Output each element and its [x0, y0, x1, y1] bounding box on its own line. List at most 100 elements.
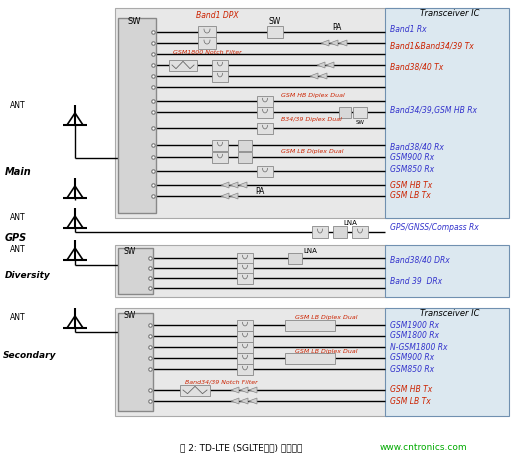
Polygon shape	[231, 398, 239, 404]
Bar	[118, 18, 156, 213]
Bar	[267, 26, 283, 38]
Text: GSM1800 Notch Filter: GSM1800 Notch Filter	[173, 50, 242, 55]
Bar	[385, 8, 509, 218]
Bar	[352, 226, 368, 238]
Bar	[212, 71, 228, 82]
Text: GSM1900 Rx: GSM1900 Rx	[390, 320, 439, 330]
Bar	[212, 151, 228, 163]
Bar	[238, 151, 252, 163]
Polygon shape	[339, 40, 347, 46]
Polygon shape	[319, 73, 327, 79]
Polygon shape	[249, 398, 257, 404]
Bar	[212, 140, 228, 150]
Text: GSM HB Diplex Dual: GSM HB Diplex Dual	[281, 93, 345, 99]
Text: GSM LB Diplex Dual: GSM LB Diplex Dual	[281, 149, 344, 155]
Polygon shape	[326, 62, 334, 68]
Text: Band1 Rx: Band1 Rx	[390, 26, 426, 35]
Bar	[115, 308, 387, 416]
Bar	[312, 226, 328, 238]
Polygon shape	[221, 193, 229, 199]
Text: GSM1800 Rx: GSM1800 Rx	[390, 332, 439, 340]
Text: Transceiver IC: Transceiver IC	[420, 310, 480, 318]
Text: SW: SW	[355, 120, 365, 125]
Text: Diversity: Diversity	[5, 270, 51, 280]
Polygon shape	[240, 387, 248, 393]
Text: N-GSM1800 Rx: N-GSM1800 Rx	[390, 342, 447, 352]
Polygon shape	[239, 182, 247, 188]
Polygon shape	[240, 398, 248, 404]
Text: Secondary: Secondary	[3, 351, 56, 360]
Text: Band1&Band34/39 Tx: Band1&Band34/39 Tx	[390, 42, 474, 50]
Text: GSM850 Rx: GSM850 Rx	[390, 164, 434, 174]
Text: GSM LB Diplex Dual: GSM LB Diplex Dual	[295, 349, 357, 354]
Text: ANT: ANT	[10, 100, 26, 109]
Bar	[237, 273, 253, 283]
Polygon shape	[321, 40, 329, 46]
Bar	[237, 363, 253, 375]
Bar	[237, 319, 253, 331]
Bar	[237, 253, 253, 263]
Text: GSM LB Tx: GSM LB Tx	[390, 191, 431, 200]
Bar	[237, 331, 253, 341]
Text: B34/39 Diplex Dual: B34/39 Diplex Dual	[281, 118, 342, 122]
Bar	[237, 341, 253, 353]
Text: Main: Main	[5, 167, 32, 177]
Text: PA: PA	[332, 22, 342, 31]
Text: www.cntronics.com: www.cntronics.com	[380, 444, 467, 453]
Text: Band34/39 Notch Filter: Band34/39 Notch Filter	[185, 380, 258, 384]
Bar	[118, 248, 153, 294]
Bar	[285, 319, 335, 331]
Bar	[257, 106, 273, 118]
Bar	[238, 140, 252, 150]
Polygon shape	[230, 182, 238, 188]
Bar	[237, 353, 253, 363]
Text: GSM900 Rx: GSM900 Rx	[390, 354, 434, 362]
Text: Transceiver IC: Transceiver IC	[420, 9, 480, 19]
Bar	[285, 353, 335, 363]
Bar	[180, 384, 210, 396]
Text: GSM LB Tx: GSM LB Tx	[390, 396, 431, 405]
Text: Band38/40 Tx: Band38/40 Tx	[390, 63, 443, 71]
Bar	[198, 26, 216, 38]
Bar	[257, 122, 273, 134]
Text: Band38/40 DRx: Band38/40 DRx	[390, 255, 450, 264]
Polygon shape	[231, 387, 239, 393]
Text: SW: SW	[127, 17, 140, 27]
Bar	[169, 59, 197, 71]
Text: GSM HB Tx: GSM HB Tx	[390, 385, 432, 395]
Bar	[198, 37, 216, 49]
Text: GSM LB Diplex Dual: GSM LB Diplex Dual	[295, 316, 357, 320]
Text: Band1 DPX: Band1 DPX	[196, 12, 238, 21]
Bar	[385, 308, 509, 416]
Bar	[339, 106, 351, 118]
Text: 图 2: TD-LTE (SGLTE对应) 的电路图: 图 2: TD-LTE (SGLTE对应) 的电路图	[180, 444, 303, 453]
Bar	[288, 253, 302, 263]
Text: GPS: GPS	[5, 233, 27, 243]
Text: ANT: ANT	[10, 213, 26, 222]
Text: GPS/GNSS/Compass Rx: GPS/GNSS/Compass Rx	[390, 224, 479, 233]
Text: Band 39  DRx: Band 39 DRx	[390, 276, 442, 285]
Polygon shape	[317, 62, 325, 68]
Bar	[212, 59, 228, 71]
Text: SW: SW	[124, 311, 136, 320]
Text: Band38/40 Rx: Band38/40 Rx	[390, 142, 444, 151]
Text: PA: PA	[255, 187, 265, 197]
Bar	[353, 106, 367, 118]
Text: GSM850 Rx: GSM850 Rx	[390, 365, 434, 374]
Polygon shape	[230, 193, 238, 199]
Bar	[385, 245, 509, 297]
Text: GSM HB Tx: GSM HB Tx	[390, 181, 432, 190]
Bar	[257, 165, 273, 177]
Polygon shape	[249, 387, 257, 393]
Bar	[257, 95, 273, 106]
Text: LNA: LNA	[343, 220, 357, 226]
Text: SW: SW	[269, 17, 281, 27]
Text: GSM900 Rx: GSM900 Rx	[390, 154, 434, 163]
Bar	[115, 8, 400, 218]
Polygon shape	[310, 73, 318, 79]
Bar	[118, 313, 153, 411]
Polygon shape	[221, 182, 229, 188]
Polygon shape	[330, 40, 338, 46]
Text: ANT: ANT	[10, 313, 26, 323]
Bar	[115, 245, 387, 297]
